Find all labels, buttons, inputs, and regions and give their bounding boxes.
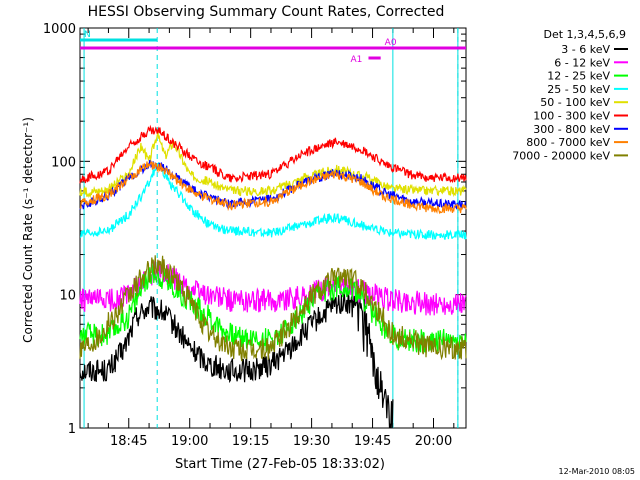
chart-title: HESSI Observing Summary Count Rates, Cor… (88, 4, 445, 20)
y-tick-label: 10 (59, 289, 76, 304)
legend-label: 300 - 800 keV (533, 123, 610, 136)
x-tick-label: 20:00 (415, 434, 452, 449)
x-tick-label: 19:15 (232, 434, 269, 449)
x-tick-label: 19:30 (293, 434, 330, 449)
y-tick-label: 1 (68, 422, 76, 437)
legend-label: 50 - 100 keV (540, 96, 610, 109)
x-tick-label: 19:45 (354, 434, 391, 449)
series-line-6 (79, 124, 467, 184)
legend-label: 3 - 6 keV (561, 43, 610, 56)
y-tick-label: 100 (51, 155, 76, 170)
legend-label: 25 - 50 keV (547, 83, 610, 96)
orbit-bar-label: A1 (350, 55, 362, 65)
legend-label: 6 - 12 keV (554, 56, 610, 69)
chart-timestamp: 12-Mar-2010 08:05 (559, 467, 636, 476)
orbit-bar-label: A0 (385, 38, 397, 48)
legend-label: 7000 - 20000 keV (512, 149, 610, 162)
legend-title: Det 1,3,4,5,6,9 (543, 28, 626, 41)
x-tick-label: 19:00 (171, 434, 208, 449)
series-line-1 (79, 288, 394, 429)
legend-label: 800 - 7000 keV (526, 136, 610, 149)
legend-label: 12 - 25 keV (547, 70, 610, 83)
series-line-9 (79, 255, 467, 362)
series-line-8 (79, 159, 467, 215)
legend-label: 100 - 300 keV (533, 110, 610, 123)
orbit-bar-label: N (84, 30, 91, 40)
series-line-4 (79, 162, 467, 240)
y-axis-label: Corrected Count Rate (s⁻¹ detector⁻¹) (21, 117, 35, 343)
plot-frame (79, 27, 467, 429)
y-tick-label: 1000 (43, 22, 76, 37)
series-line-5 (79, 131, 467, 199)
x-tick-label: 18:45 (110, 434, 147, 449)
x-axis-label: Start Time (27-Feb-05 18:33:02) (175, 457, 385, 472)
